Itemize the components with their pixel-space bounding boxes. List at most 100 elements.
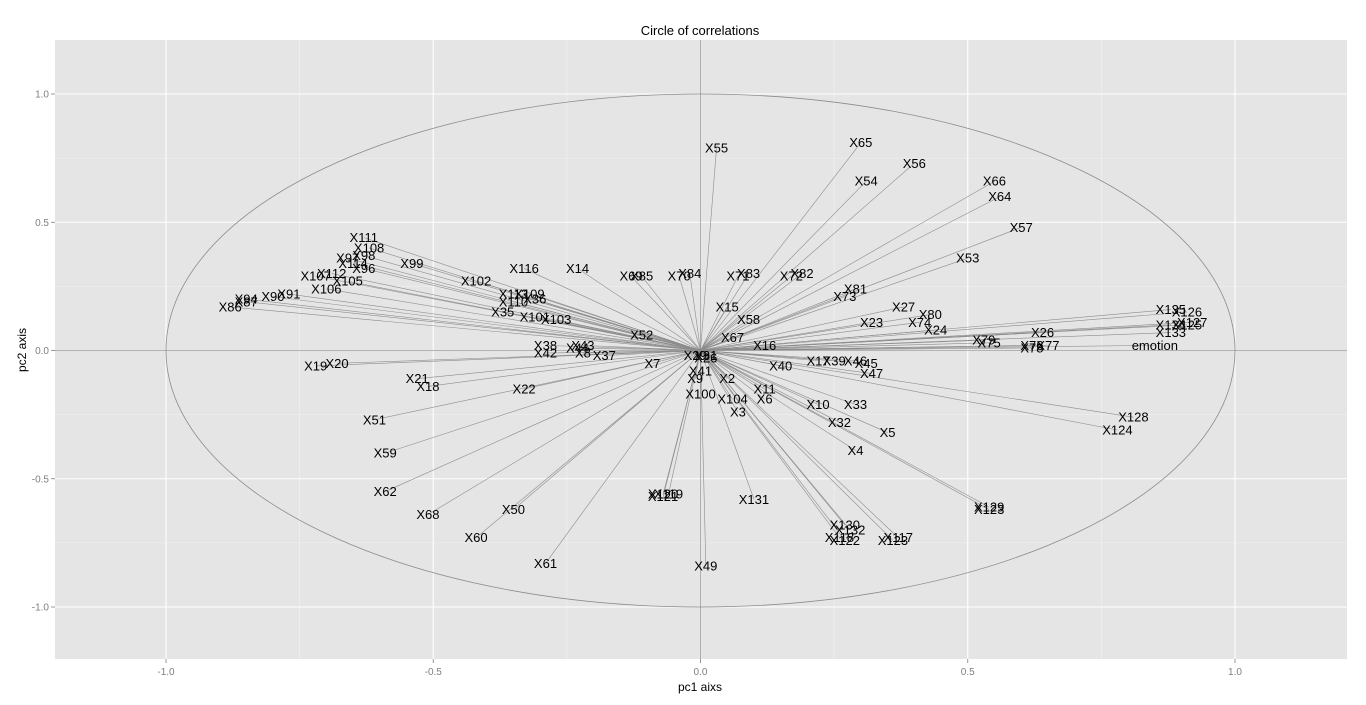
label-x87: X87 bbox=[235, 294, 258, 309]
y-tick-label: -0.5 bbox=[32, 474, 50, 485]
label-x49: X49 bbox=[694, 558, 717, 573]
label-x124: X124 bbox=[1102, 423, 1132, 438]
label-x109: X109 bbox=[514, 287, 544, 302]
segment-x98 bbox=[363, 255, 701, 351]
segment-x80 bbox=[700, 314, 931, 351]
label-x40: X40 bbox=[769, 358, 792, 373]
label-x103: X103 bbox=[541, 312, 571, 327]
y-axis-title: pc2 axis bbox=[15, 328, 29, 372]
label-x134: X134 bbox=[1156, 317, 1186, 332]
segment-x15 bbox=[700, 306, 728, 351]
segment-x11 bbox=[700, 350, 765, 390]
y-tick-label: 1.0 bbox=[35, 90, 49, 101]
unit-circle-ellipse bbox=[165, 93, 1236, 608]
segment-x70 bbox=[678, 276, 701, 351]
label-x77: X77 bbox=[1036, 338, 1059, 353]
segment-x123 bbox=[700, 350, 990, 510]
label-x85: X85 bbox=[630, 269, 653, 284]
segment-x10 bbox=[700, 350, 819, 405]
label-x118: X118 bbox=[825, 530, 854, 545]
label-x60: X60 bbox=[464, 530, 487, 545]
label-x44: X44 bbox=[566, 340, 589, 355]
label-x69: X69 bbox=[619, 269, 642, 284]
segment-x71 bbox=[700, 275, 739, 351]
segment-x59 bbox=[385, 350, 701, 454]
segment-x44 bbox=[577, 347, 701, 351]
segment-x90 bbox=[272, 296, 701, 351]
label-x42: X42 bbox=[534, 346, 557, 361]
label-x20: X20 bbox=[325, 356, 348, 371]
segment-x36 bbox=[534, 298, 701, 351]
segment-x87 bbox=[246, 301, 701, 351]
label-x36: X36 bbox=[523, 292, 546, 307]
label-x74: X74 bbox=[908, 315, 931, 330]
label-x15: X15 bbox=[716, 299, 739, 314]
segment-x57 bbox=[700, 227, 1022, 351]
label-x50: X50 bbox=[502, 502, 525, 517]
correlation-segments bbox=[230, 142, 1193, 566]
label-x107: X107 bbox=[300, 269, 330, 284]
y-axis-ticks: 1.0 0.5 0.0 -0.5 -1.0 bbox=[32, 90, 55, 614]
label-x54: X54 bbox=[855, 174, 878, 189]
segment-x91 bbox=[288, 293, 701, 351]
label-x53: X53 bbox=[956, 251, 979, 266]
label-x121: X121 bbox=[648, 489, 678, 504]
segment-x94 bbox=[246, 298, 701, 351]
label-x21: X21 bbox=[406, 371, 429, 386]
label-x10: X10 bbox=[807, 397, 830, 412]
label-x19: X19 bbox=[304, 358, 327, 373]
segment-x135 bbox=[700, 309, 1171, 351]
y-tick-label: 0.0 bbox=[35, 346, 49, 357]
label-x75: X75 bbox=[978, 335, 1001, 350]
label-x73: X73 bbox=[833, 289, 856, 304]
segment-x49 bbox=[700, 350, 707, 566]
segment-x124 bbox=[700, 350, 1118, 431]
label-x26: X26 bbox=[1031, 325, 1054, 340]
label-x6: X6 bbox=[757, 392, 773, 407]
label-x114: X114 bbox=[338, 256, 367, 271]
label-x110: X110 bbox=[499, 294, 528, 309]
label-x2: X2 bbox=[719, 371, 735, 386]
label-x37: X37 bbox=[593, 348, 616, 363]
label-x4: X4 bbox=[848, 443, 864, 458]
label-x112: X112 bbox=[317, 266, 346, 281]
label-x133: X133 bbox=[1156, 325, 1186, 340]
segment-x96 bbox=[363, 268, 701, 351]
segment-x43 bbox=[582, 345, 701, 351]
label-emotion: emotion bbox=[1132, 338, 1178, 353]
label-x62: X62 bbox=[374, 484, 397, 499]
label-x100: X100 bbox=[685, 387, 715, 402]
segment-x84 bbox=[689, 273, 701, 351]
label-x23: X23 bbox=[860, 315, 883, 330]
label-x123: X123 bbox=[974, 502, 1004, 517]
segment-x23 bbox=[700, 321, 872, 351]
segment-x6 bbox=[700, 350, 765, 400]
segment-x121 bbox=[662, 350, 701, 497]
segment-x103 bbox=[556, 319, 701, 351]
label-x94: X94 bbox=[235, 292, 258, 307]
label-x104: X104 bbox=[717, 392, 747, 407]
segment-x131 bbox=[700, 350, 755, 500]
x-tick-label: 1.0 bbox=[1228, 667, 1242, 678]
label-x130: X130 bbox=[830, 517, 860, 532]
label-x45: X45 bbox=[855, 356, 878, 371]
label-x43: X43 bbox=[571, 338, 594, 353]
label-x47: X47 bbox=[860, 366, 883, 381]
label-x111: X111 bbox=[350, 230, 378, 245]
label-x96: X96 bbox=[352, 261, 375, 276]
label-x3: X3 bbox=[730, 405, 746, 420]
segment-x7 bbox=[652, 350, 701, 364]
label-x27: X27 bbox=[892, 299, 915, 314]
label-x7: X7 bbox=[644, 356, 660, 371]
label-x59: X59 bbox=[374, 446, 397, 461]
segment-x73 bbox=[700, 296, 845, 351]
label-x120: X120 bbox=[648, 487, 678, 502]
segment-x75 bbox=[700, 342, 990, 351]
label-x117: X117 bbox=[884, 530, 913, 545]
unit-circle bbox=[165, 93, 1236, 608]
label-x84: X84 bbox=[678, 266, 701, 281]
label-x39: X39 bbox=[823, 353, 846, 368]
label-x57: X57 bbox=[1010, 220, 1033, 235]
